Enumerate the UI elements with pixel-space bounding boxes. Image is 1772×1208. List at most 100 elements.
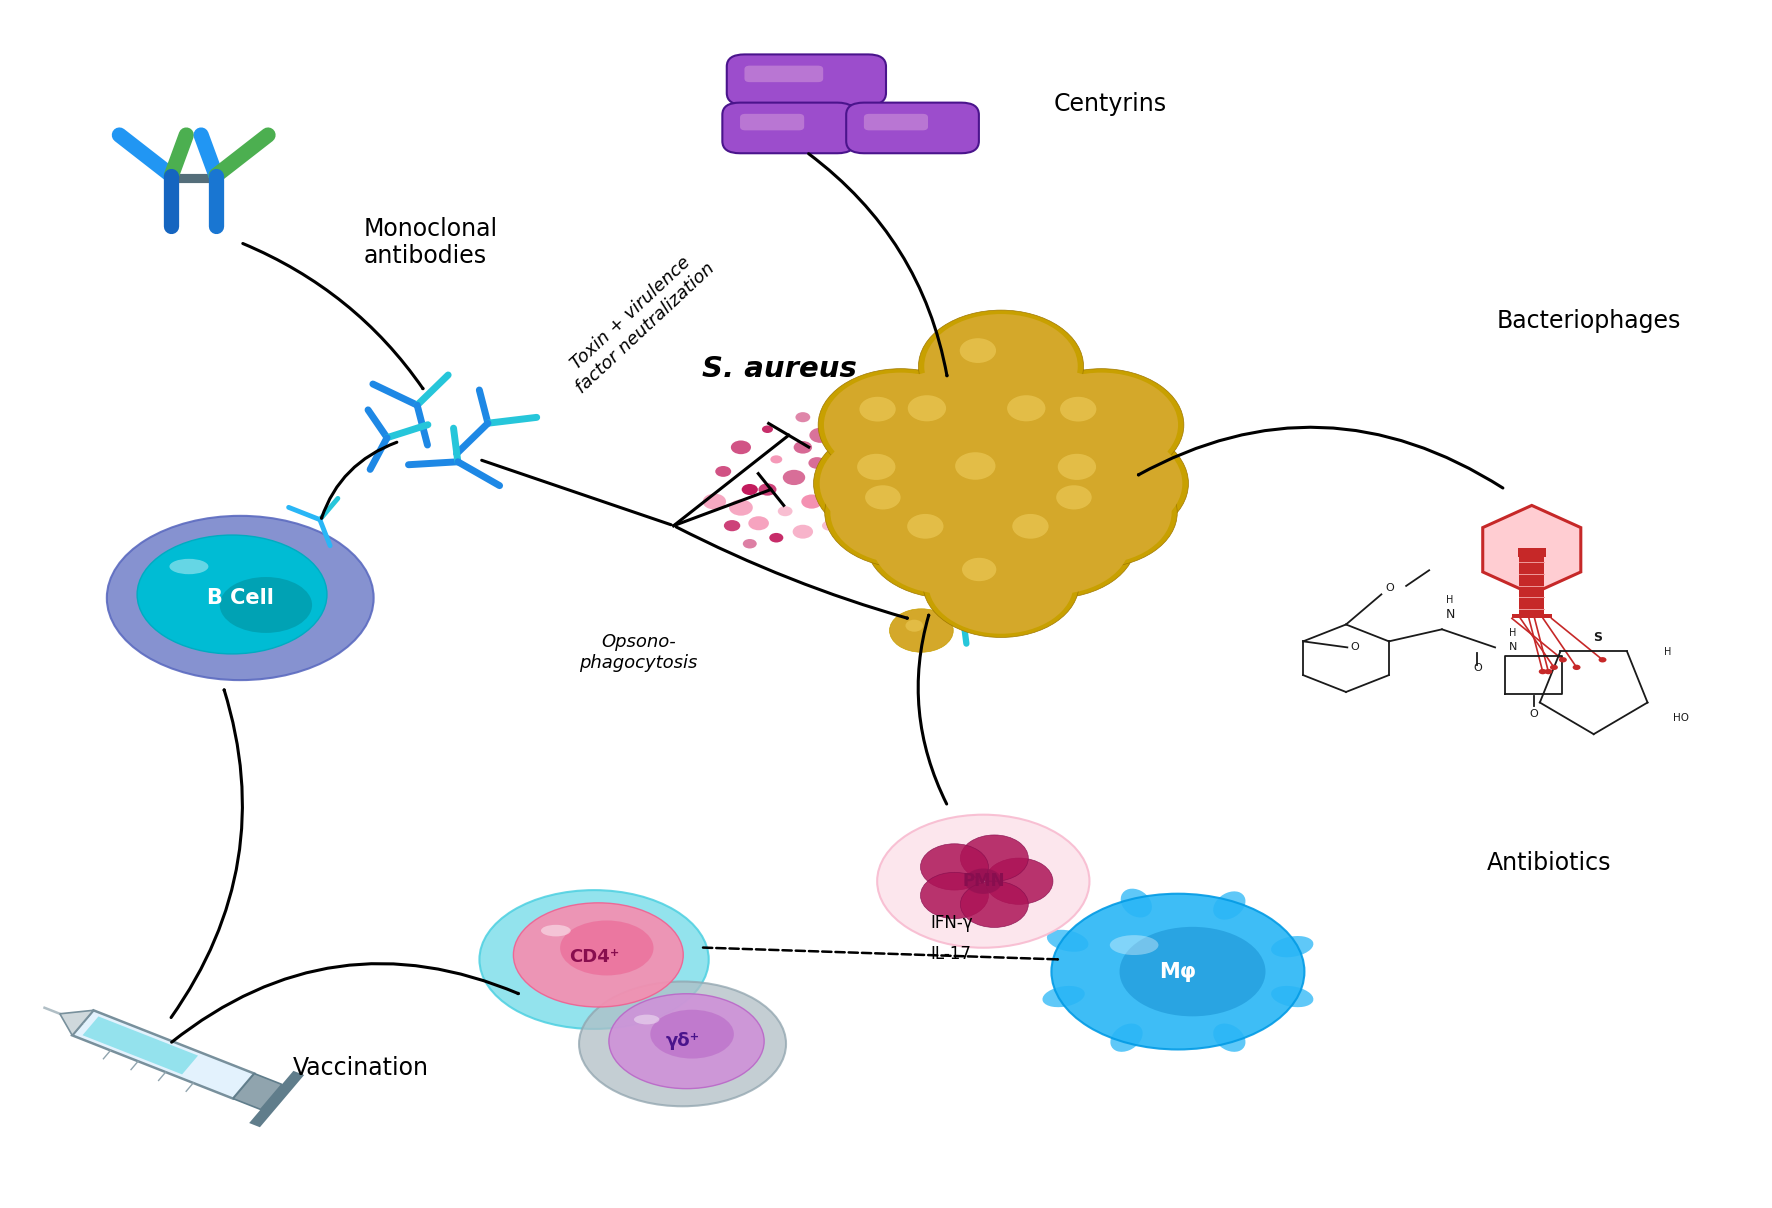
Ellipse shape: [1042, 986, 1084, 1007]
Text: Vaccination: Vaccination: [294, 1056, 429, 1080]
Text: γδ⁺: γδ⁺: [666, 1032, 700, 1050]
Text: O: O: [1386, 583, 1393, 593]
Ellipse shape: [1214, 892, 1246, 919]
Circle shape: [916, 425, 1086, 541]
Circle shape: [824, 372, 978, 477]
Circle shape: [1598, 657, 1607, 662]
Circle shape: [840, 454, 856, 465]
Text: H: H: [1446, 596, 1453, 605]
Text: IFN-γ: IFN-γ: [930, 914, 973, 933]
Circle shape: [905, 620, 923, 632]
Circle shape: [907, 395, 946, 422]
Circle shape: [801, 494, 822, 509]
Text: H: H: [1508, 628, 1517, 638]
Circle shape: [1545, 669, 1552, 674]
Circle shape: [842, 423, 852, 431]
Circle shape: [1021, 429, 1182, 539]
Text: Antibiotics: Antibiotics: [1487, 852, 1613, 875]
Circle shape: [960, 835, 1028, 881]
Circle shape: [778, 506, 792, 516]
Text: Monoclonal
antibodies: Monoclonal antibodies: [363, 216, 498, 268]
Circle shape: [796, 412, 810, 423]
Circle shape: [831, 461, 980, 564]
Circle shape: [1060, 396, 1097, 422]
Ellipse shape: [106, 516, 374, 680]
Circle shape: [716, 466, 732, 477]
Circle shape: [859, 396, 895, 422]
Ellipse shape: [610, 994, 764, 1088]
Circle shape: [820, 429, 982, 539]
Ellipse shape: [650, 1010, 734, 1058]
Circle shape: [771, 455, 781, 464]
Circle shape: [758, 483, 776, 495]
Circle shape: [870, 370, 1033, 480]
Circle shape: [971, 486, 1136, 598]
Circle shape: [1014, 424, 1189, 542]
Ellipse shape: [1271, 986, 1313, 1007]
Circle shape: [1012, 513, 1049, 539]
Circle shape: [1021, 461, 1171, 564]
Circle shape: [865, 366, 1038, 484]
Circle shape: [1559, 657, 1566, 662]
Circle shape: [730, 441, 751, 454]
Circle shape: [886, 440, 897, 448]
Ellipse shape: [514, 902, 684, 1007]
Circle shape: [762, 425, 773, 432]
Ellipse shape: [1109, 935, 1159, 956]
Bar: [1519, 557, 1543, 615]
Circle shape: [1572, 664, 1581, 670]
Circle shape: [831, 490, 845, 500]
Circle shape: [865, 486, 900, 510]
Text: B Cell: B Cell: [207, 588, 273, 608]
Text: HO: HO: [1673, 714, 1689, 724]
Circle shape: [964, 869, 1001, 894]
Text: N: N: [1446, 609, 1455, 621]
Circle shape: [925, 314, 1077, 419]
Circle shape: [813, 424, 987, 542]
Ellipse shape: [1111, 1023, 1143, 1052]
Circle shape: [960, 338, 996, 362]
Text: O: O: [1350, 643, 1359, 652]
Ellipse shape: [136, 535, 328, 654]
Circle shape: [858, 454, 895, 480]
Ellipse shape: [480, 890, 709, 1029]
Ellipse shape: [220, 577, 312, 633]
FancyBboxPatch shape: [727, 54, 886, 105]
Circle shape: [1024, 372, 1178, 477]
Circle shape: [920, 843, 989, 890]
Polygon shape: [1483, 505, 1581, 594]
Circle shape: [854, 482, 875, 496]
Circle shape: [851, 413, 861, 420]
Circle shape: [872, 525, 893, 539]
Text: S: S: [1593, 632, 1602, 644]
Circle shape: [1550, 664, 1558, 670]
Circle shape: [881, 464, 902, 478]
Ellipse shape: [1047, 930, 1088, 952]
Polygon shape: [250, 1070, 305, 1127]
Circle shape: [929, 535, 1074, 634]
Text: Opsono-
phagocytosis: Opsono- phagocytosis: [579, 633, 698, 672]
Ellipse shape: [560, 920, 654, 975]
Circle shape: [703, 494, 727, 510]
Circle shape: [918, 310, 1083, 423]
FancyBboxPatch shape: [744, 65, 824, 82]
Ellipse shape: [579, 982, 787, 1107]
FancyBboxPatch shape: [741, 114, 804, 130]
Circle shape: [964, 366, 1138, 484]
Text: IL-17: IL-17: [930, 945, 971, 963]
Circle shape: [725, 521, 741, 532]
Text: S. aureus: S. aureus: [702, 355, 858, 383]
Ellipse shape: [1120, 889, 1152, 918]
Circle shape: [985, 858, 1053, 905]
Circle shape: [769, 533, 783, 542]
Ellipse shape: [634, 1015, 659, 1024]
Circle shape: [822, 521, 836, 530]
Circle shape: [867, 428, 881, 436]
Text: Toxin + virulence
factor neutralization: Toxin + virulence factor neutralization: [558, 244, 718, 397]
Circle shape: [900, 538, 918, 550]
Bar: [1517, 548, 1545, 557]
Circle shape: [897, 505, 914, 517]
Text: H: H: [1664, 647, 1671, 657]
Ellipse shape: [877, 814, 1090, 948]
Text: PMN: PMN: [962, 872, 1005, 890]
